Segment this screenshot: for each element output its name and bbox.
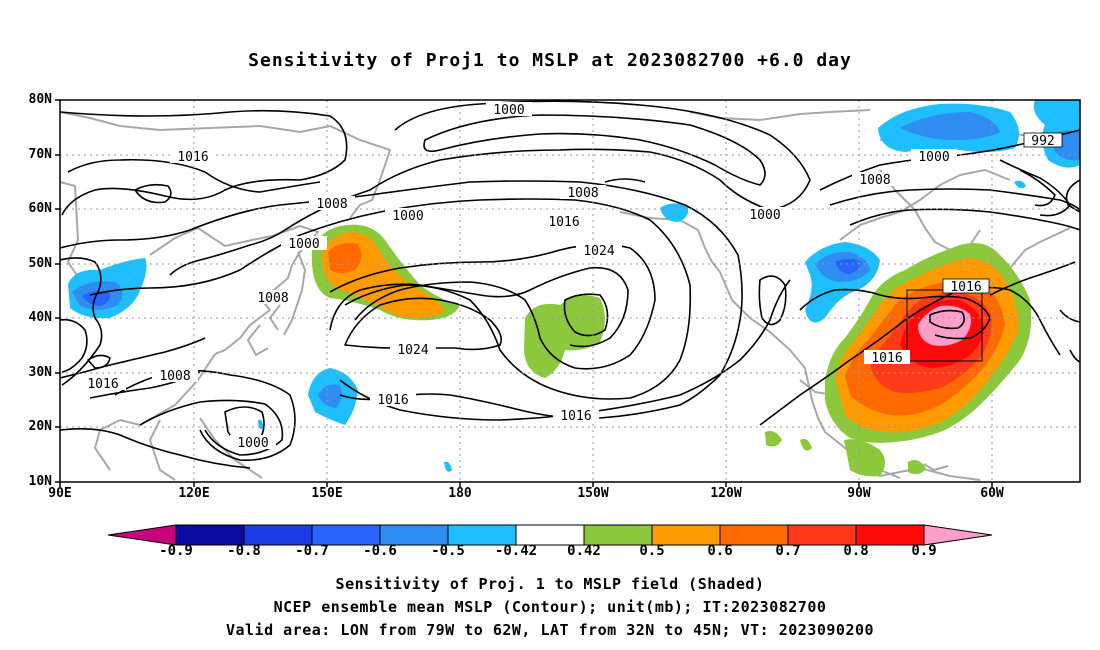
- svg-text:1000: 1000: [493, 103, 524, 118]
- lat-label: 80N: [28, 92, 52, 107]
- colorbar-label: -0.8: [227, 543, 261, 559]
- lon-label: 60W: [980, 486, 1004, 501]
- contour-label: 1016: [80, 376, 126, 392]
- colorbar-cell: [719, 524, 789, 546]
- lat-label: 20N: [28, 419, 52, 434]
- lat-label: 50N: [28, 256, 52, 271]
- lon-label: 120E: [178, 486, 210, 501]
- svg-text:1024: 1024: [397, 343, 428, 358]
- contour-label: 1000: [486, 102, 532, 118]
- svg-text:1016: 1016: [177, 150, 208, 165]
- colorbar-cell: [651, 524, 721, 546]
- colorbar-cell: [379, 524, 449, 546]
- contour-label: 1000: [742, 207, 788, 223]
- svg-text:992: 992: [1031, 134, 1054, 149]
- colorbar: [107, 524, 993, 546]
- svg-text:1008: 1008: [859, 173, 890, 188]
- lon-label: 120W: [710, 486, 742, 501]
- svg-text:1016: 1016: [87, 377, 118, 392]
- colorbar-cell: [175, 524, 245, 546]
- colorbar-label: -0.6: [363, 543, 397, 559]
- caption-shaded: Sensitivity of Proj. 1 to MSLP field (Sh…: [335, 575, 765, 593]
- colorbar-cell: [447, 524, 517, 546]
- svg-text:1008: 1008: [567, 186, 598, 201]
- lat-label: 10N: [28, 474, 52, 489]
- contour-label: 1000: [911, 149, 957, 165]
- lat-label: 60N: [28, 201, 52, 216]
- contour-label: 1024: [576, 243, 622, 259]
- lat-label: 30N: [28, 365, 52, 380]
- map-title: Sensitivity of Proj1 to MSLP at 20230827…: [248, 50, 852, 71]
- svg-text:1024: 1024: [583, 244, 614, 259]
- colorbar-label: 0.7: [775, 543, 801, 559]
- colorbar-label: 0.42: [567, 543, 601, 559]
- contour-label: 992: [1023, 132, 1063, 149]
- contour-label: 1008: [152, 368, 198, 384]
- colorbar-cell: [855, 524, 925, 546]
- colorbar-label: 0.5: [639, 543, 665, 559]
- svg-text:1000: 1000: [918, 150, 949, 165]
- lon-label: 150E: [311, 486, 343, 501]
- svg-text:1016: 1016: [548, 215, 579, 230]
- contour-label: 1016: [541, 214, 587, 230]
- svg-text:1000: 1000: [237, 436, 268, 451]
- colorbar-cell: [243, 524, 313, 546]
- frame-ticks: [55, 99, 993, 487]
- caption-contour: NCEP ensemble mean MSLP (Contour); unit(…: [273, 598, 827, 616]
- contour-label: 1024: [390, 342, 436, 358]
- contour-label: 1008: [560, 185, 606, 201]
- colorbar-label: -0.42: [494, 543, 538, 559]
- colorbar-cell: [923, 524, 993, 546]
- colorbar-label: 0.8: [843, 543, 869, 559]
- colorbar-cell: [107, 524, 177, 546]
- colorbar-cell: [515, 524, 585, 546]
- lon-label: 90W: [847, 486, 871, 501]
- svg-text:1016: 1016: [560, 409, 591, 424]
- colorbar-label: 0.6: [707, 543, 733, 559]
- lat-label: 70N: [28, 147, 52, 162]
- colorbar-label: -0.9: [159, 543, 193, 559]
- lat-label: 40N: [28, 310, 52, 325]
- lon-label: 150W: [577, 486, 609, 501]
- contour-label: 1000: [230, 435, 276, 451]
- svg-text:1000: 1000: [288, 237, 319, 252]
- contour-label: 1016: [553, 408, 599, 424]
- svg-text:1008: 1008: [257, 291, 288, 306]
- contour-label: 1008: [852, 172, 898, 188]
- contour-label: 1016: [170, 149, 216, 165]
- contour-label: 1000: [385, 208, 431, 224]
- svg-text:1000: 1000: [749, 208, 780, 223]
- colorbar-cell: [311, 524, 381, 546]
- colorbar-label: -0.5: [431, 543, 465, 559]
- colorbar-cell: [583, 524, 653, 546]
- contour-label: 1016: [864, 350, 910, 366]
- svg-text:1016: 1016: [871, 351, 902, 366]
- caption-valid-area: Valid area: LON from 79W to 62W, LAT fro…: [225, 621, 875, 639]
- colorbar-label: 0.9: [911, 543, 937, 559]
- colorbar-cell: [787, 524, 857, 546]
- colorbar-label: -0.7: [295, 543, 329, 559]
- map-frame: [59, 99, 1081, 483]
- svg-text:1008: 1008: [159, 369, 190, 384]
- contour-labels: 1000 1016 1008 1000 1000 1008 1000 1016 …: [80, 102, 1063, 451]
- contour-label: 1008: [309, 196, 355, 212]
- lon-label: 180: [448, 486, 472, 501]
- svg-text:1016: 1016: [377, 393, 408, 408]
- lon-label: 90E: [48, 486, 72, 501]
- svg-text:1000: 1000: [392, 209, 423, 224]
- contour-label: 1016: [942, 278, 990, 295]
- contour-label: 1016: [370, 392, 416, 408]
- svg-text:1016: 1016: [950, 280, 981, 295]
- svg-text:1008: 1008: [316, 197, 347, 212]
- contour-label: 1000: [281, 236, 327, 252]
- gridlines: [60, 100, 1080, 482]
- contour-label: 1008: [250, 290, 296, 306]
